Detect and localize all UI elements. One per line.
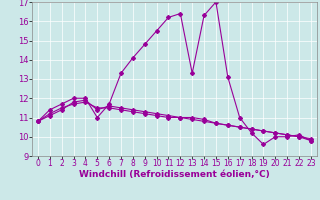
X-axis label: Windchill (Refroidissement éolien,°C): Windchill (Refroidissement éolien,°C) — [79, 170, 270, 179]
